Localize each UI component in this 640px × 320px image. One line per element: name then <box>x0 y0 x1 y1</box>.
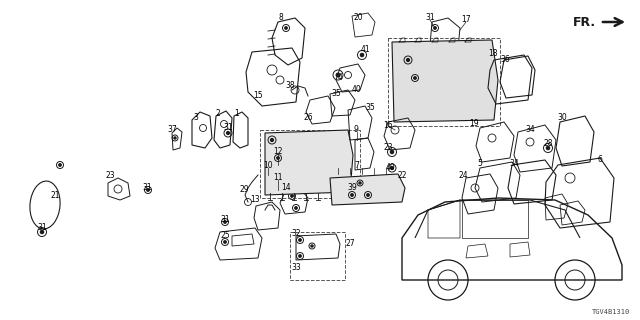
Circle shape <box>367 194 369 196</box>
Circle shape <box>413 77 417 79</box>
Circle shape <box>360 53 364 57</box>
Circle shape <box>174 137 176 139</box>
Text: 22: 22 <box>397 172 407 180</box>
Circle shape <box>294 207 298 209</box>
Polygon shape <box>265 130 353 195</box>
Text: 36: 36 <box>500 55 510 65</box>
Text: 40: 40 <box>351 85 361 94</box>
Circle shape <box>147 189 149 191</box>
Circle shape <box>299 255 301 257</box>
Text: 2: 2 <box>216 108 220 117</box>
Text: 35: 35 <box>331 89 341 98</box>
Text: 17: 17 <box>461 15 471 25</box>
Text: FR.: FR. <box>573 15 596 28</box>
Circle shape <box>359 182 361 184</box>
Text: 4: 4 <box>337 74 342 83</box>
Text: 39: 39 <box>347 183 357 193</box>
Text: 32: 32 <box>291 229 301 238</box>
Text: 13: 13 <box>250 196 260 204</box>
Text: 10: 10 <box>263 161 273 170</box>
Circle shape <box>434 27 436 29</box>
Circle shape <box>223 221 227 223</box>
Text: 3: 3 <box>193 114 198 123</box>
Text: 14: 14 <box>281 183 291 193</box>
Text: 31: 31 <box>425 13 435 22</box>
Text: 5: 5 <box>477 158 483 167</box>
Text: 21: 21 <box>51 190 60 199</box>
Text: 20: 20 <box>353 13 363 22</box>
Circle shape <box>299 239 301 241</box>
Text: 41: 41 <box>360 45 370 54</box>
Text: 35: 35 <box>365 102 375 111</box>
Text: 33: 33 <box>291 263 301 273</box>
Circle shape <box>285 27 287 29</box>
Bar <box>388 38 500 126</box>
Text: 15: 15 <box>253 91 263 100</box>
Circle shape <box>291 195 293 197</box>
Text: 34: 34 <box>509 158 519 167</box>
Text: 38: 38 <box>285 82 295 91</box>
Text: 18: 18 <box>488 50 498 59</box>
Text: 23: 23 <box>383 143 393 153</box>
Text: 16: 16 <box>383 121 393 130</box>
Circle shape <box>59 164 61 166</box>
Text: 31: 31 <box>37 223 47 233</box>
Text: 8: 8 <box>278 12 284 21</box>
Circle shape <box>311 245 313 247</box>
Polygon shape <box>330 174 405 205</box>
Circle shape <box>227 132 230 134</box>
Text: 40: 40 <box>385 164 395 172</box>
Text: 12: 12 <box>273 148 283 156</box>
Text: 9: 9 <box>353 125 358 134</box>
Circle shape <box>390 166 394 170</box>
Text: 24: 24 <box>458 171 468 180</box>
Circle shape <box>336 73 340 77</box>
Text: 1: 1 <box>235 108 239 117</box>
Circle shape <box>223 241 227 243</box>
Text: 26: 26 <box>303 114 313 123</box>
Circle shape <box>390 150 394 154</box>
Text: 23: 23 <box>105 171 115 180</box>
Polygon shape <box>392 40 498 122</box>
Text: 31: 31 <box>220 215 230 225</box>
Circle shape <box>351 194 353 196</box>
Circle shape <box>271 139 273 141</box>
Circle shape <box>406 59 410 61</box>
Text: 25: 25 <box>220 230 230 239</box>
Text: 28: 28 <box>543 139 553 148</box>
Text: 34: 34 <box>525 125 535 134</box>
Text: TGV4B1310: TGV4B1310 <box>592 309 630 315</box>
Bar <box>260 130 360 198</box>
Text: 30: 30 <box>557 114 567 123</box>
Text: 6: 6 <box>598 156 602 164</box>
Bar <box>290 232 345 280</box>
Text: 27: 27 <box>345 239 355 249</box>
Text: 31: 31 <box>142 183 152 193</box>
Circle shape <box>276 157 279 159</box>
Text: 11: 11 <box>273 173 283 182</box>
Text: 7: 7 <box>355 161 360 170</box>
Text: 37: 37 <box>167 125 177 134</box>
Text: 31: 31 <box>223 124 233 132</box>
Text: 29: 29 <box>239 186 249 195</box>
Circle shape <box>547 146 550 150</box>
Text: 19: 19 <box>469 119 479 129</box>
Circle shape <box>40 230 44 234</box>
